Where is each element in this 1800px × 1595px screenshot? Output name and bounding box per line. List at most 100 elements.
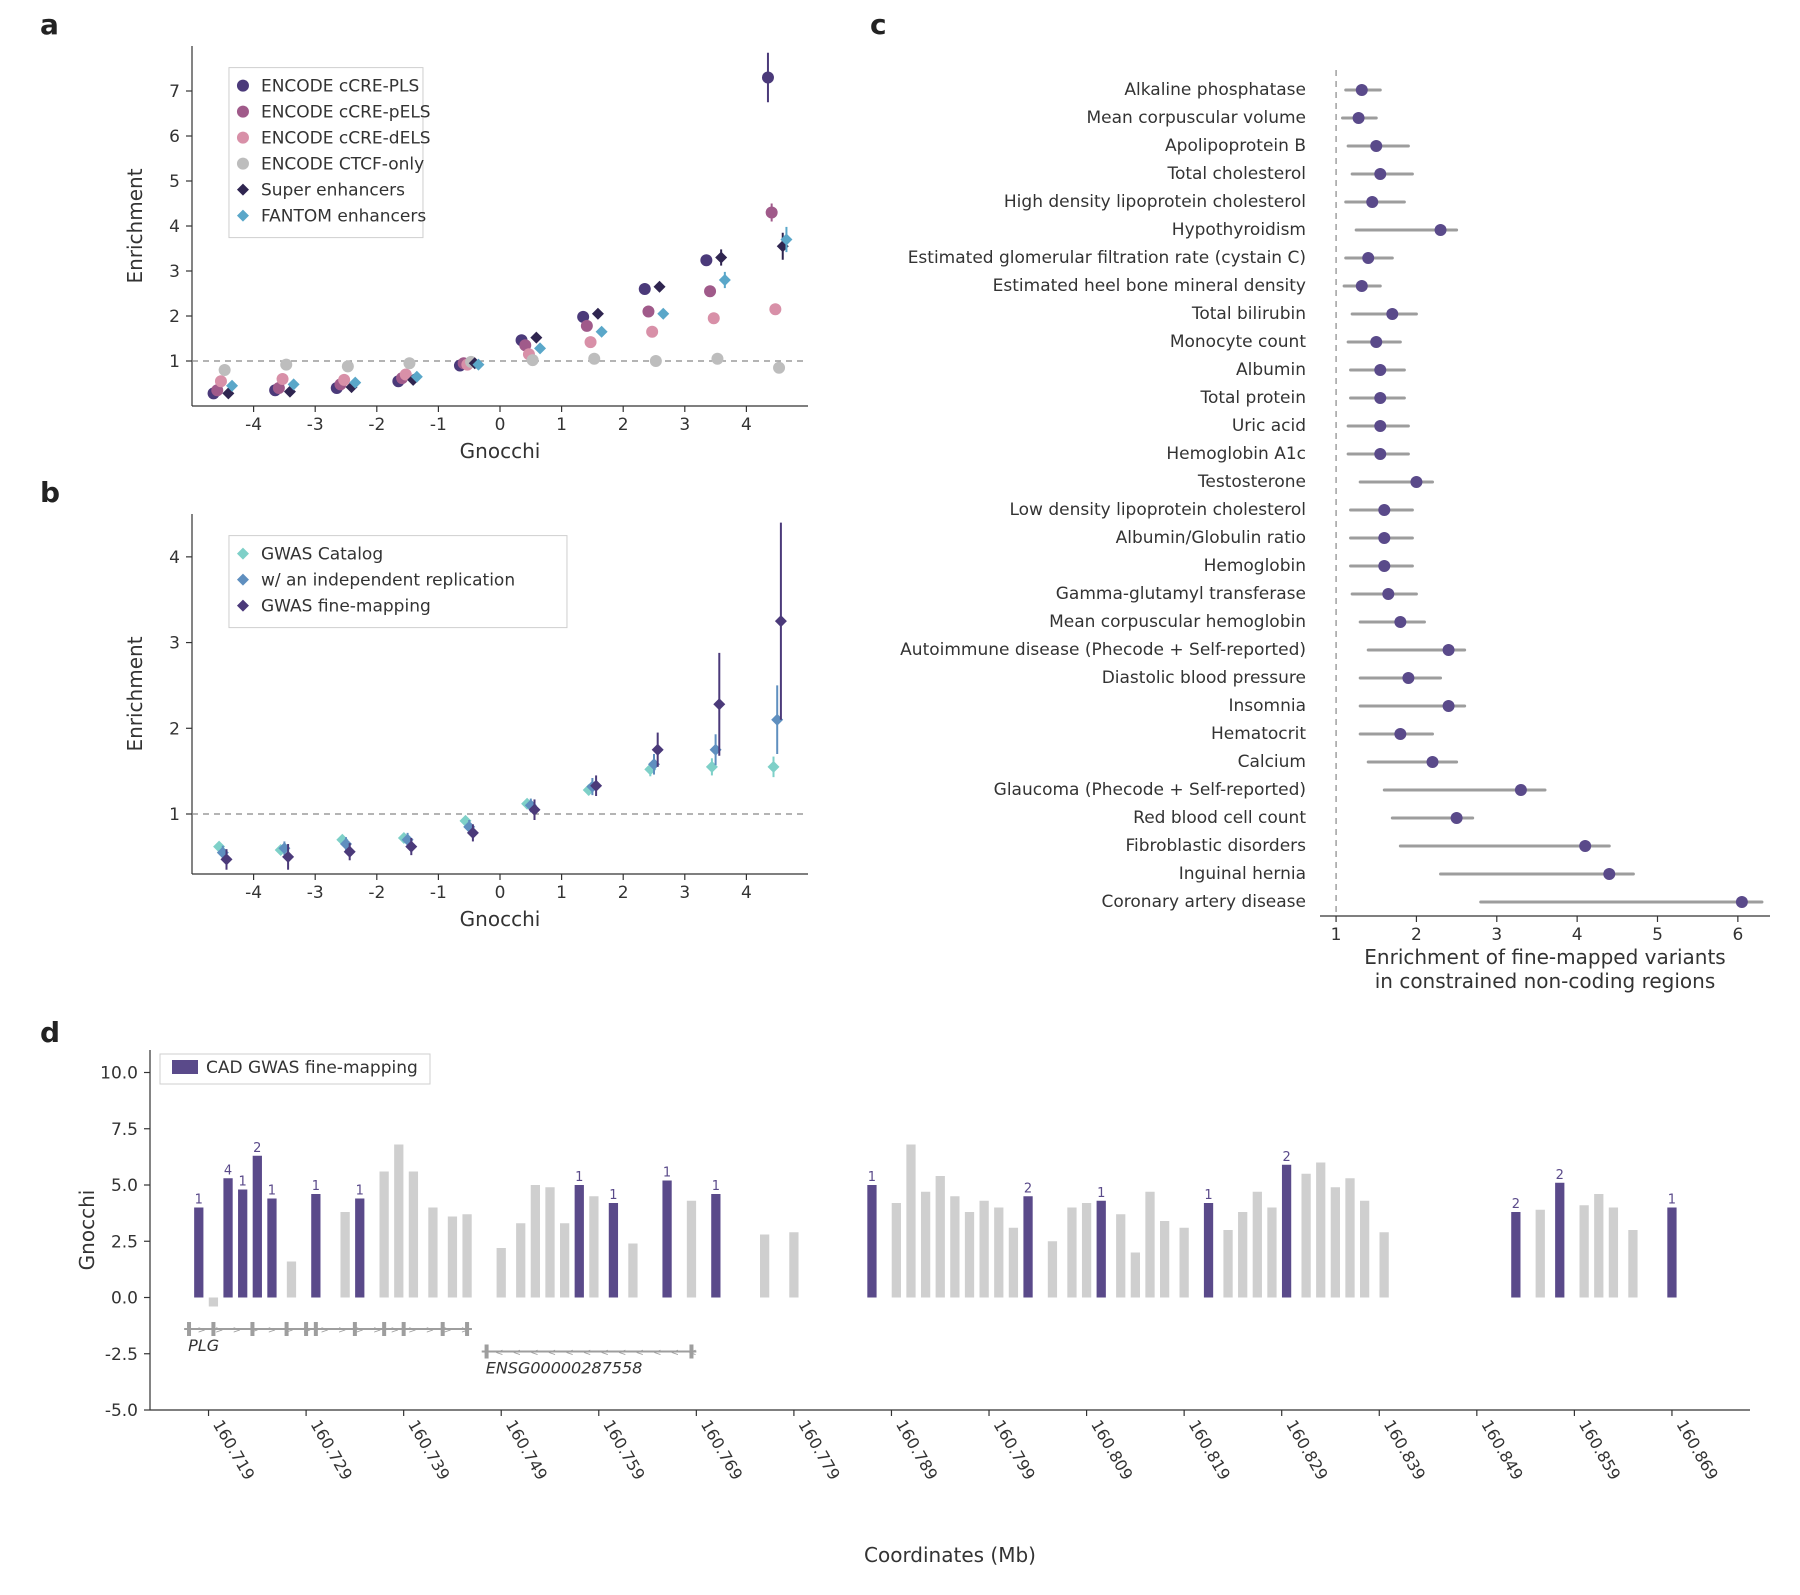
svg-text:Total protein: Total protein [1199, 388, 1306, 408]
svg-text:Low density lipoprotein choles: Low density lipoprotein cholesterol [1009, 500, 1306, 520]
svg-text:160.739: 160.739 [404, 1417, 454, 1484]
svg-text:-1: -1 [430, 415, 447, 435]
svg-text:-4: -4 [245, 415, 262, 435]
svg-text:3: 3 [679, 415, 690, 435]
svg-text:Gnocchi: Gnocchi [75, 1190, 99, 1271]
svg-text:1: 1 [195, 1193, 203, 1208]
svg-text:160.759: 160.759 [599, 1417, 649, 1484]
panel-label-a: a [40, 8, 59, 41]
svg-text:1: 1 [575, 1170, 583, 1185]
panel-label-b: b [40, 476, 60, 509]
svg-text:2: 2 [1411, 925, 1422, 945]
svg-text:GWAS fine-mapping: GWAS fine-mapping [261, 597, 431, 617]
svg-text:Total cholesterol: Total cholesterol [1166, 164, 1306, 184]
svg-text:<: < [653, 1348, 661, 1359]
svg-text:4: 4 [224, 1163, 232, 1178]
svg-text:>: > [233, 1325, 241, 1336]
svg-text:2: 2 [253, 1141, 261, 1156]
svg-text:1: 1 [556, 883, 567, 903]
svg-text:4: 4 [1572, 925, 1583, 945]
svg-text:1: 1 [556, 415, 567, 435]
svg-text:<: < [636, 1348, 644, 1359]
svg-text:PLG: PLG [188, 1336, 219, 1355]
svg-text:<: < [530, 1348, 538, 1359]
svg-text:<: < [495, 1348, 503, 1359]
svg-text:Albumin: Albumin [1236, 360, 1306, 380]
svg-text:160.719: 160.719 [209, 1417, 259, 1484]
svg-text:2: 2 [1024, 1181, 1032, 1196]
svg-text:10.0: 10.0 [100, 1064, 138, 1084]
svg-text:1: 1 [663, 1166, 671, 1181]
svg-text:>: > [426, 1325, 434, 1336]
svg-text:7: 7 [169, 82, 180, 102]
svg-text:0.0: 0.0 [111, 1289, 138, 1309]
svg-text:160.819: 160.819 [1185, 1417, 1235, 1484]
svg-text:5: 5 [1652, 925, 1663, 945]
svg-text:ENCODE CTCF-only: ENCODE CTCF-only [261, 155, 424, 175]
svg-text:Super enhancers: Super enhancers [261, 181, 405, 201]
svg-text:1: 1 [609, 1188, 617, 1203]
svg-text:Gnocchi: Gnocchi [460, 439, 541, 463]
svg-text:160.809: 160.809 [1087, 1417, 1137, 1484]
svg-text:Albumin/Globulin ratio: Albumin/Globulin ratio [1116, 528, 1306, 548]
svg-text:<: < [600, 1348, 608, 1359]
svg-text:>: > [215, 1325, 223, 1336]
svg-text:4: 4 [741, 415, 752, 435]
svg-text:1: 1 [868, 1170, 876, 1185]
svg-text:Alkaline phosphatase: Alkaline phosphatase [1124, 80, 1306, 100]
svg-text:2: 2 [169, 719, 180, 739]
svg-text:-3: -3 [307, 883, 324, 903]
svg-text:1: 1 [169, 805, 180, 825]
svg-text:Estimated glomerular filtratio: Estimated glomerular filtration rate (cy… [908, 248, 1306, 268]
svg-text:5.0: 5.0 [111, 1176, 138, 1196]
svg-text:Coronary artery disease: Coronary artery disease [1102, 892, 1306, 912]
svg-text:160.859: 160.859 [1575, 1417, 1625, 1484]
panel-label-d: d [40, 1016, 60, 1049]
svg-text:2: 2 [1512, 1197, 1520, 1212]
svg-text:-1: -1 [430, 883, 447, 903]
svg-text:ENCODE cCRE-PLS: ENCODE cCRE-PLS [261, 77, 419, 97]
svg-text:FANTOM enhancers: FANTOM enhancers [261, 207, 426, 227]
svg-text:>: > [198, 1325, 206, 1336]
svg-text:Enrichment: Enrichment [123, 168, 147, 283]
svg-text:Uric acid: Uric acid [1232, 416, 1306, 436]
svg-text:1: 1 [1204, 1188, 1212, 1203]
svg-text:3: 3 [169, 634, 180, 654]
svg-text:ENCODE cCRE-pELS: ENCODE cCRE-pELS [261, 103, 431, 123]
svg-text:Red blood cell count: Red blood cell count [1133, 808, 1306, 828]
svg-text:160.769: 160.769 [697, 1417, 747, 1484]
svg-text:w/ an independent replication: w/ an independent replication [261, 571, 515, 591]
svg-text:<: < [513, 1348, 521, 1359]
svg-text:160.799: 160.799 [990, 1417, 1040, 1484]
svg-text:Gnocchi: Gnocchi [460, 907, 541, 931]
svg-text:2: 2 [1556, 1168, 1564, 1183]
svg-text:1: 1 [1668, 1193, 1676, 1208]
svg-text:>: > [391, 1325, 399, 1336]
svg-text:Hypothyroidism: Hypothyroidism [1172, 220, 1306, 240]
svg-text:High density lipoprotein chole: High density lipoprotein cholesterol [1004, 192, 1306, 212]
svg-text:Calcium: Calcium [1238, 752, 1306, 772]
svg-text:Inguinal hernia: Inguinal hernia [1179, 864, 1306, 884]
svg-text:160.789: 160.789 [892, 1417, 942, 1484]
svg-text:Monocyte count: Monocyte count [1170, 332, 1306, 352]
svg-text:1: 1 [1097, 1186, 1105, 1201]
figure-root: a b c d -4-3-2-1012341234567GnocchiEnric… [0, 0, 1800, 1595]
svg-text:Fibroblastic disorders: Fibroblastic disorders [1125, 836, 1306, 856]
panel-d-svg: -5.0-2.50.02.55.07.510.0Gnocchi160.71916… [70, 1040, 1770, 1580]
svg-text:Mean corpuscular volume: Mean corpuscular volume [1086, 108, 1306, 128]
svg-text:>: > [338, 1325, 346, 1336]
svg-text:3: 3 [169, 262, 180, 282]
svg-text:<: < [583, 1348, 591, 1359]
svg-text:6: 6 [1732, 925, 1743, 945]
svg-text:<: < [618, 1348, 626, 1359]
svg-text:in constrained non-coding regi: in constrained non-coding regions [1375, 969, 1716, 993]
svg-text:-2: -2 [368, 415, 385, 435]
svg-text:160.869: 160.869 [1672, 1417, 1722, 1484]
svg-text:Hemoglobin A1c: Hemoglobin A1c [1166, 444, 1306, 464]
svg-text:-2: -2 [368, 883, 385, 903]
svg-text:160.829: 160.829 [1282, 1417, 1332, 1484]
svg-text:<: < [548, 1348, 556, 1359]
svg-text:Enrichment: Enrichment [123, 636, 147, 751]
svg-text:-5.0: -5.0 [105, 1401, 138, 1421]
svg-text:Diastolic blood pressure: Diastolic blood pressure [1102, 668, 1306, 688]
